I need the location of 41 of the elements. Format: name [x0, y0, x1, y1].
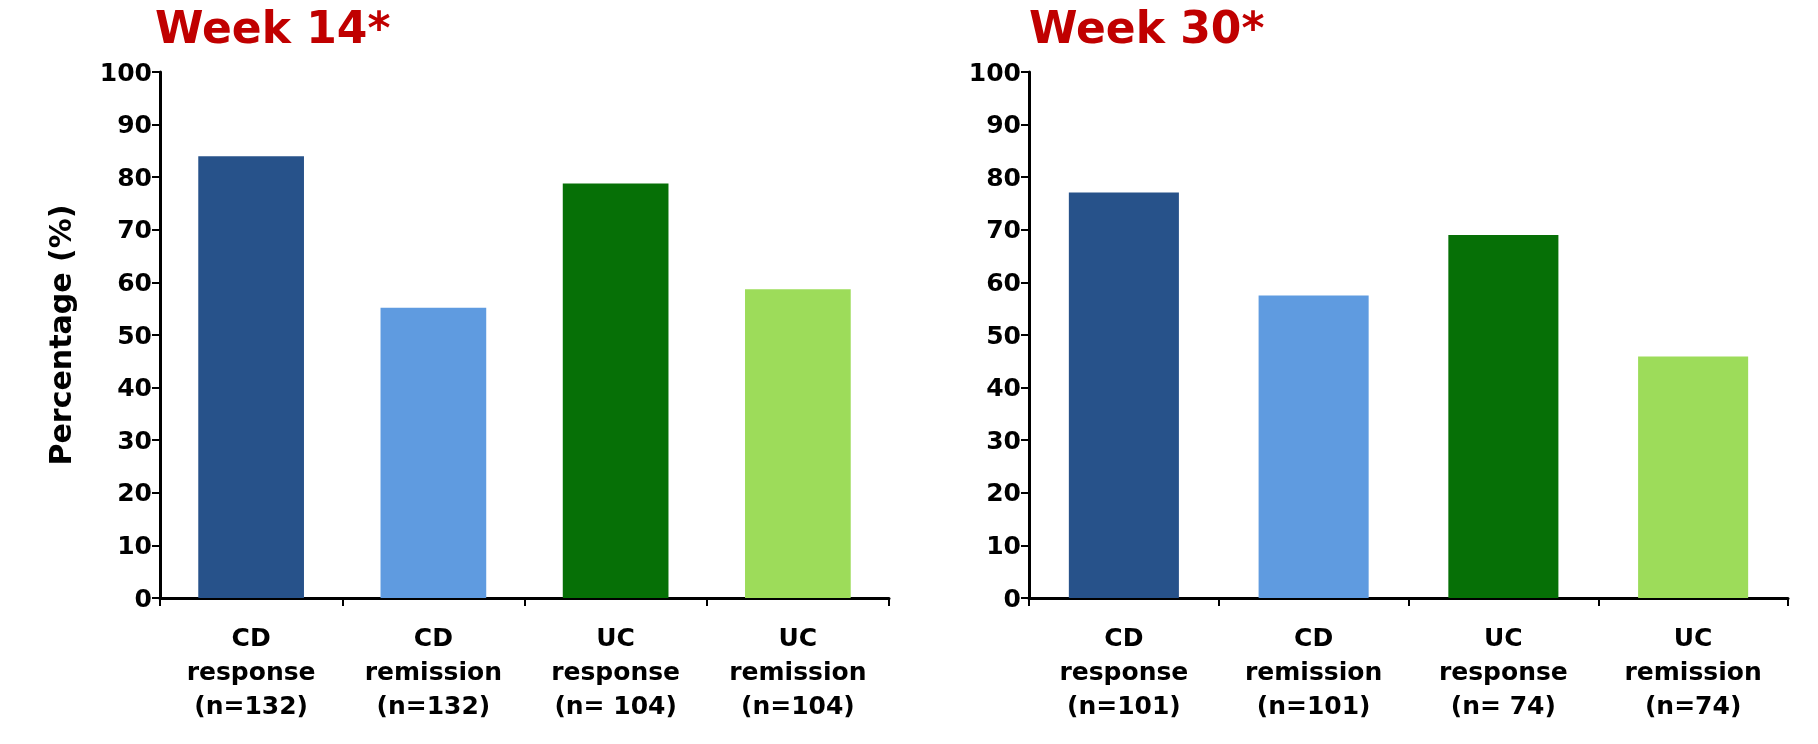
y-tick-label: 30: [117, 425, 152, 455]
y-tick-label: 60: [986, 267, 1021, 297]
y-tick-label: 10: [986, 530, 1021, 560]
y-tick-label: 20: [986, 478, 1021, 508]
y-tick-label: 0: [1003, 583, 1021, 613]
x-tick-label: CD remission (n=101): [1245, 622, 1383, 720]
y-tick-label: 70: [117, 215, 152, 245]
chart-title: Week 14*: [155, 1, 391, 53]
bar: [1068, 192, 1179, 598]
y-axis-title: Percentage (%): [42, 204, 78, 466]
bar: [198, 156, 304, 598]
chart-title: Week 30*: [1029, 1, 1265, 53]
x-tick-label: CD response (n=132): [186, 622, 316, 720]
x-tick-label: UC remission (n=74): [1624, 622, 1762, 720]
y-tick-label: 10: [117, 530, 152, 560]
bar: [745, 289, 851, 598]
y-tick-label: 40: [986, 373, 1021, 403]
y-tick-label: 50: [117, 320, 152, 350]
x-tick-label: UC response (n= 74): [1438, 622, 1568, 720]
y-tick-label: 90: [986, 110, 1021, 140]
bar: [1258, 295, 1369, 598]
y-tick-label: 100: [968, 57, 1021, 87]
y-tick-label: 40: [117, 373, 152, 403]
x-tick-label: UC remission (n=104): [729, 622, 867, 720]
y-tick-label: 70: [986, 215, 1021, 245]
bar: [1448, 235, 1559, 598]
x-tick-label: UC response (n= 104): [551, 622, 681, 720]
y-tick-label: 30: [986, 425, 1021, 455]
bar: [380, 307, 487, 598]
y-tick-label: 20: [117, 478, 152, 508]
y-tick-label: 0: [134, 583, 152, 613]
y-tick-label: 80: [117, 162, 152, 192]
x-tick-label: CD response (n=101): [1059, 622, 1189, 720]
y-tick-label: 50: [986, 320, 1021, 350]
y-tick-label: 60: [117, 267, 152, 297]
bar: [1638, 356, 1749, 598]
bar: [562, 183, 669, 598]
y-tick-label: 100: [99, 57, 152, 87]
y-tick-label: 90: [117, 110, 152, 140]
x-tick-label: CD remission (n=132): [364, 622, 502, 720]
y-tick-label: 80: [986, 162, 1021, 192]
